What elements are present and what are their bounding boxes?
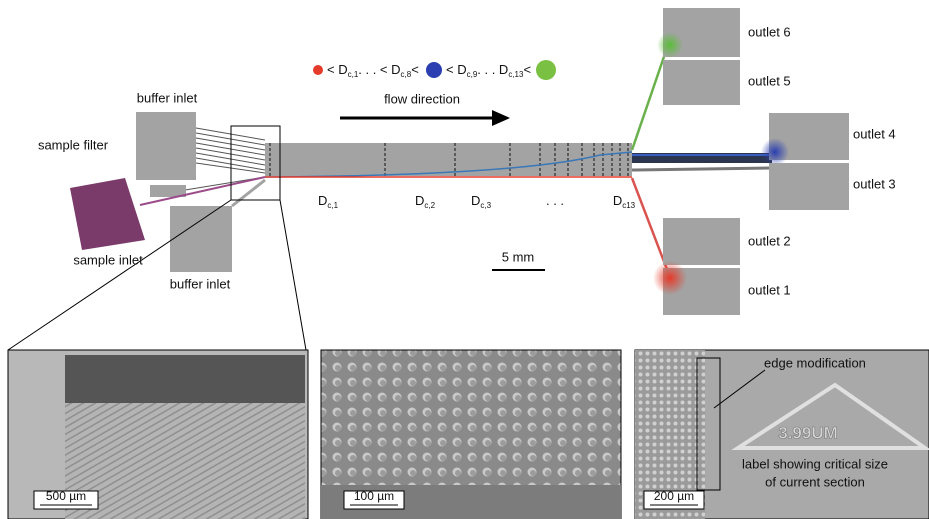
pillar-region	[65, 403, 305, 519]
legend-sub: c,1	[348, 70, 359, 79]
green-glow	[657, 32, 683, 58]
section-label: Dc,3	[471, 193, 492, 210]
section-main: D	[318, 193, 327, 208]
legend-part: . . . < D	[358, 62, 400, 77]
label: sample inlet	[73, 252, 143, 267]
sem-panel: 3.99UM edge modification label showing c…	[635, 350, 929, 519]
section-label: Dc,2	[415, 193, 436, 210]
red-branch	[632, 178, 668, 272]
legend-sub: c,13	[508, 70, 524, 79]
section-sub: c,1	[327, 201, 338, 210]
section-sub: c13	[622, 201, 635, 210]
scale-label: 200 µm	[654, 489, 694, 503]
section-label: . . .	[546, 193, 564, 208]
outlet-label: outlet 4	[853, 126, 896, 141]
flow-label: flow direction	[384, 91, 460, 106]
outlet-label: outlet 5	[748, 73, 791, 88]
arrow-head	[492, 110, 510, 126]
label: buffer inlet	[137, 90, 198, 105]
outlet-5	[663, 60, 740, 105]
section-main: D	[613, 193, 622, 208]
outlet-3	[769, 163, 849, 210]
zoom-line	[280, 200, 306, 350]
legend-part: . . . D	[477, 62, 508, 77]
annotation: edge modification	[764, 355, 866, 370]
legend-text: < Dc,9. . . Dc,13<	[446, 62, 531, 79]
label: buffer inlet	[170, 276, 231, 291]
outlet-2	[663, 218, 740, 265]
green-branch	[632, 45, 668, 150]
outlet-label: outlet 2	[748, 233, 791, 248]
section-sub: c,2	[424, 201, 435, 210]
scale-label: 500 µm	[46, 489, 86, 503]
outlet-label: outlet 3	[853, 176, 896, 191]
sample-inlet	[70, 178, 145, 250]
green-dot	[536, 60, 556, 80]
red-glow	[653, 261, 687, 295]
blue-glow	[761, 138, 789, 166]
blue-dot	[426, 62, 442, 78]
section-main: . . .	[546, 193, 564, 208]
annotation: of current section	[765, 474, 865, 489]
annotation: label showing critical size	[742, 456, 888, 471]
legend-part: <	[411, 62, 419, 77]
figure: < Dc,1. . . < Dc,8< < Dc,9. . . Dc,13< f…	[0, 0, 929, 519]
label: 5 mm	[502, 249, 535, 264]
section-main: D	[415, 193, 424, 208]
legend-text: < Dc,1. . . < Dc,8<	[327, 62, 419, 79]
embossed-label: 3.99UM	[778, 423, 838, 442]
red-dot	[313, 65, 323, 75]
sem-panel: 100 µm	[321, 350, 621, 519]
label: sample filter	[38, 137, 109, 152]
sem-panel: 500 µm	[8, 350, 308, 519]
outlet-label: outlet 6	[748, 24, 791, 39]
outlet-label: outlet 1	[748, 282, 791, 297]
section-main: D	[471, 193, 480, 208]
section-label: Dc,1	[318, 193, 339, 210]
section-label: Dc13	[613, 193, 636, 210]
buffer-inlet-top	[136, 112, 196, 180]
pillar-region	[65, 355, 305, 403]
legend-sub: c,8	[401, 70, 412, 79]
section-sub: c,3	[480, 201, 491, 210]
legend: < Dc,1. . . < Dc,8< < Dc,9. . . Dc,13<	[313, 60, 556, 80]
buffer-inlet-bottom	[170, 206, 232, 272]
legend-part: <	[523, 62, 531, 77]
legend-part: < D	[327, 62, 348, 77]
scale-label: 100 µm	[354, 489, 394, 503]
gray-branch	[632, 168, 772, 170]
legend-part: < D	[446, 62, 467, 77]
legend-sub: c,9	[467, 70, 478, 79]
